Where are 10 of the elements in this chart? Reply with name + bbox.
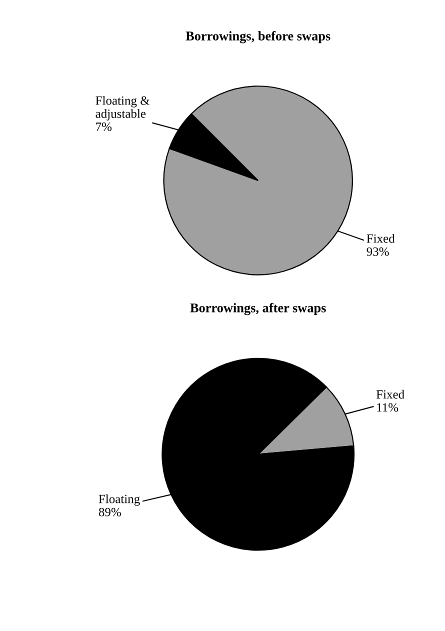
slice-label: Floating & adjustable xyxy=(96,96,150,120)
slice-label: Floating xyxy=(98,494,140,506)
data-label: 89% xyxy=(98,508,121,516)
data-label: 93% xyxy=(366,247,389,256)
data-label: 7% xyxy=(96,122,112,132)
slice-label: Fixed xyxy=(366,234,395,243)
chart-title: Borrowings, before swaps xyxy=(186,31,330,44)
data-label: 11% xyxy=(377,403,398,412)
slice-label: Fixed xyxy=(376,390,404,399)
chart-title: Borrowings, after swaps xyxy=(190,302,326,316)
